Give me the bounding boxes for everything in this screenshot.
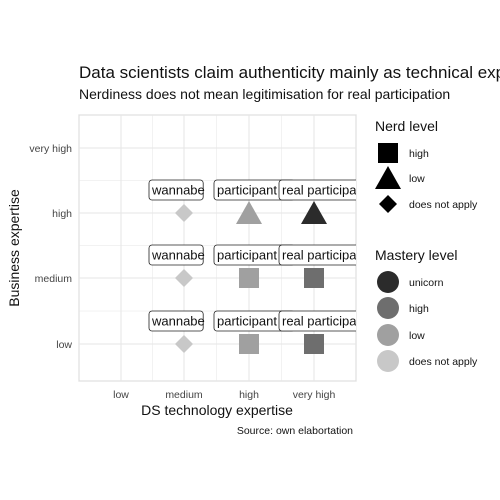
legend-nerd-label: high [409, 148, 429, 160]
x-tick-label: high [239, 389, 259, 401]
point-labels: wannabe participant real participant wannab… [148, 179, 368, 332]
chart-title: Data scientists claim authenticity mainl… [79, 63, 500, 82]
data-point [175, 335, 193, 353]
legend-nerd-level: Nerd level high low does not apply [375, 118, 478, 213]
legend-nerd-key [378, 143, 398, 163]
point-label-box [278, 310, 356, 332]
point-label-text: real participant [282, 248, 368, 263]
x-tick-label: very high [293, 389, 336, 401]
point-label-text: wannabe [151, 183, 205, 198]
legend-mastery-label: unicorn [409, 277, 444, 289]
point-label-box [148, 244, 204, 266]
point-label-text: participant [217, 248, 277, 263]
point-label: real participant [278, 310, 368, 332]
legend-mastery-label: does not apply [409, 356, 478, 368]
point-label-box [278, 244, 356, 266]
legend-mastery-level: Mastery level unicorn high low does not app… [375, 247, 478, 372]
point-label-text: participant [217, 314, 277, 329]
data-point [175, 204, 193, 222]
point-label: real participant [278, 244, 368, 266]
data-point [301, 201, 327, 224]
x-axis-ticks: low medium high very high [113, 389, 335, 401]
point-label-text: real participant [282, 183, 368, 198]
x-axis-title: DS technology expertise [141, 402, 293, 418]
data-point [239, 334, 259, 354]
point-label: participant [213, 244, 295, 266]
legend-mastery-key [377, 324, 399, 346]
point-label: participant [213, 310, 295, 332]
legend-mastery-title: Mastery level [375, 247, 457, 263]
legend-mastery-key [377, 350, 399, 372]
data-point [304, 268, 324, 288]
y-tick-label: medium [35, 273, 73, 285]
legend-nerd-title: Nerd level [375, 118, 438, 134]
data-point [175, 269, 193, 287]
y-axis-ticks: low medium high very high [29, 143, 72, 351]
x-tick-label: medium [165, 389, 203, 401]
point-label-text: real participant [282, 314, 368, 329]
y-tick-label: very high [29, 143, 72, 155]
data-point [304, 334, 324, 354]
legend-mastery-label: high [409, 303, 429, 315]
point-label-box [278, 179, 356, 201]
y-tick-label: high [52, 208, 72, 220]
plot-panel: wannabe participant real participant wannab… [78, 114, 368, 382]
legend-nerd-label: does not apply [409, 199, 478, 211]
data-point [239, 268, 259, 288]
legend-mastery-label: low [409, 330, 425, 342]
legend-nerd-key [379, 195, 397, 213]
legend-mastery-key [377, 297, 399, 319]
point-label-box [148, 310, 204, 332]
x-tick-label: low [113, 389, 129, 401]
legend-nerd-label: low [409, 173, 425, 185]
legend-nerd-key [375, 166, 401, 189]
data-point [236, 201, 262, 224]
point-label: wannabe [148, 310, 205, 332]
point-label-text: participant [217, 183, 277, 198]
y-tick-label: low [56, 339, 72, 351]
y-axis-title: Business expertise [6, 189, 22, 307]
point-label-text: wannabe [151, 248, 205, 263]
point-label-text: wannabe [151, 314, 205, 329]
point-label: wannabe [148, 244, 205, 266]
data-points [175, 201, 327, 354]
legend-mastery-key [377, 271, 399, 293]
point-label-box [148, 179, 204, 201]
point-label: wannabe [148, 179, 205, 201]
caption: Source: own elabortation [237, 425, 353, 437]
chart-subtitle: Nerdiness does not mean legitimisation f… [79, 86, 450, 102]
point-label: real participant [278, 179, 368, 201]
